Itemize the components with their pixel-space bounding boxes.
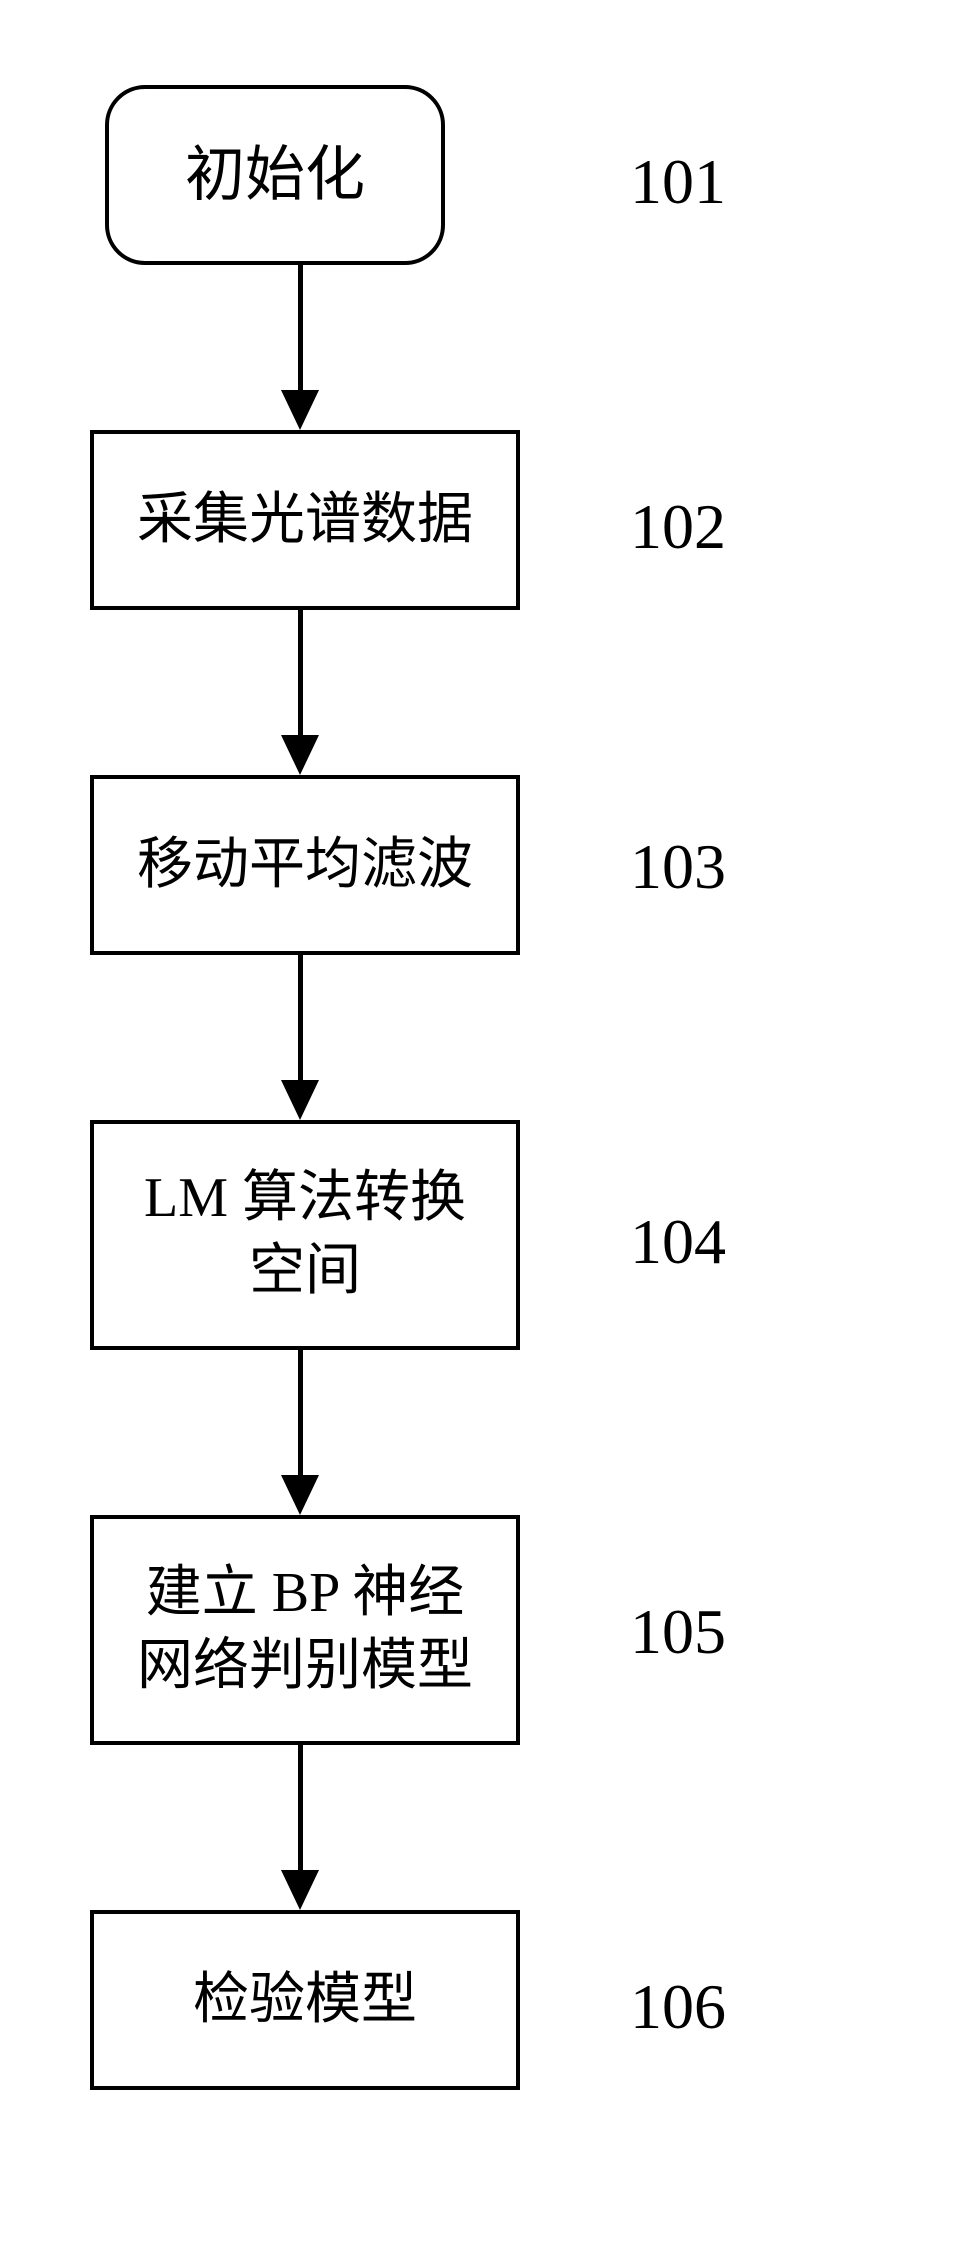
arrow-head-icon (281, 1475, 319, 1518)
arrow-head-icon (281, 1870, 319, 1913)
arrow-head-icon (281, 735, 319, 778)
node-text: 初始化 (185, 136, 365, 214)
flowchart-node-n5: 建立 BP 神经 网络判别模型 (90, 1515, 520, 1745)
flowchart-arrow (281, 1745, 319, 1913)
arrow-line (298, 955, 303, 1080)
flowchart-arrow (281, 1350, 319, 1518)
arrow-head-icon (281, 390, 319, 433)
node-text: 移动平均滤波 (137, 829, 473, 902)
flowchart-label-n5: 105 (630, 1595, 726, 1669)
flowchart-node-n1: 初始化 (105, 85, 445, 265)
node-text: LM 算法转换 空间 (144, 1162, 466, 1308)
arrow-line (298, 1350, 303, 1475)
flowchart-label-n2: 102 (630, 490, 726, 564)
flowchart-arrow (281, 955, 319, 1123)
node-text: 建立 BP 神经 网络判别模型 (137, 1557, 473, 1703)
arrow-line (298, 265, 303, 390)
flowchart-node-n4: LM 算法转换 空间 (90, 1120, 520, 1350)
arrow-line (298, 1745, 303, 1870)
flowchart-label-n4: 104 (630, 1205, 726, 1279)
flowchart-arrow (281, 265, 319, 433)
node-text: 检验模型 (193, 1964, 417, 2037)
flowchart-node-n2: 采集光谱数据 (90, 430, 520, 610)
arrow-line (298, 610, 303, 735)
flowchart-node-n6: 检验模型 (90, 1910, 520, 2090)
flowchart-label-n1: 101 (630, 145, 726, 219)
node-text: 采集光谱数据 (137, 484, 473, 557)
flowchart-node-n3: 移动平均滤波 (90, 775, 520, 955)
flowchart-arrow (281, 610, 319, 778)
arrow-head-icon (281, 1080, 319, 1123)
flowchart-label-n6: 106 (630, 1970, 726, 2044)
flowchart-label-n3: 103 (630, 830, 726, 904)
